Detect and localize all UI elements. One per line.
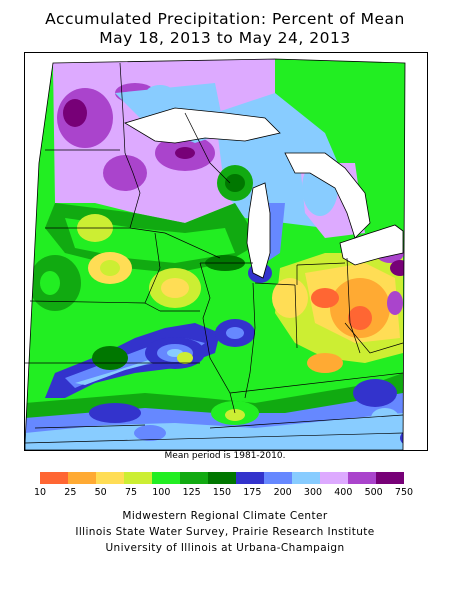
legend-label: 25 — [64, 487, 77, 498]
legend-swatch — [376, 472, 404, 484]
legend-labels: 10 25 50 75 100 125 150 175 200 300 400 500 750 — [24, 487, 424, 499]
map-title: Accumulated Precipitation: Percent of Me… — [45, 10, 405, 28]
legend-label: 400 — [334, 487, 353, 498]
legend-label: 200 — [273, 487, 292, 498]
lake-outlines — [124, 107, 404, 279]
legend-label: 10 — [33, 487, 47, 498]
legend-label: 750 — [394, 487, 414, 498]
legend-label: 175 — [243, 487, 262, 498]
credit-mrcc: Midwestern Regional Climate Center — [122, 510, 328, 522]
legend-swatch — [68, 472, 96, 484]
precipitation-map — [24, 52, 428, 451]
credit-isws: Illinois State Water Survey, Prairie Res… — [75, 526, 375, 538]
legend-swatch — [292, 472, 320, 484]
color-legend — [40, 472, 404, 484]
credit-uiuc: University of Illinois at Urbana-Champai… — [105, 542, 345, 554]
legend-label: 300 — [303, 487, 323, 498]
legend-label: 75 — [124, 487, 138, 498]
legend-swatch — [348, 472, 376, 484]
date-range: May 18, 2013 to May 24, 2013 — [99, 29, 351, 47]
legend-label: 125 — [182, 487, 201, 498]
legend-label: 50 — [94, 487, 107, 498]
legend-label: 100 — [152, 487, 171, 498]
legend-swatch — [152, 472, 180, 484]
precipitation-field — [25, 59, 405, 450]
state-boundaries — [24, 62, 404, 444]
legend-swatch — [180, 472, 208, 484]
legend-swatch — [264, 472, 292, 484]
legend-swatch — [124, 472, 152, 484]
legend-label: 150 — [212, 487, 232, 498]
legend-label: 500 — [364, 487, 383, 498]
legend-swatch — [96, 472, 124, 484]
mean-period-note: Mean period is 1981-2010. — [164, 451, 286, 461]
legend-swatch — [208, 472, 236, 484]
legend-swatch — [40, 472, 68, 484]
legend-swatch — [320, 472, 348, 484]
legend-swatch — [236, 472, 264, 484]
